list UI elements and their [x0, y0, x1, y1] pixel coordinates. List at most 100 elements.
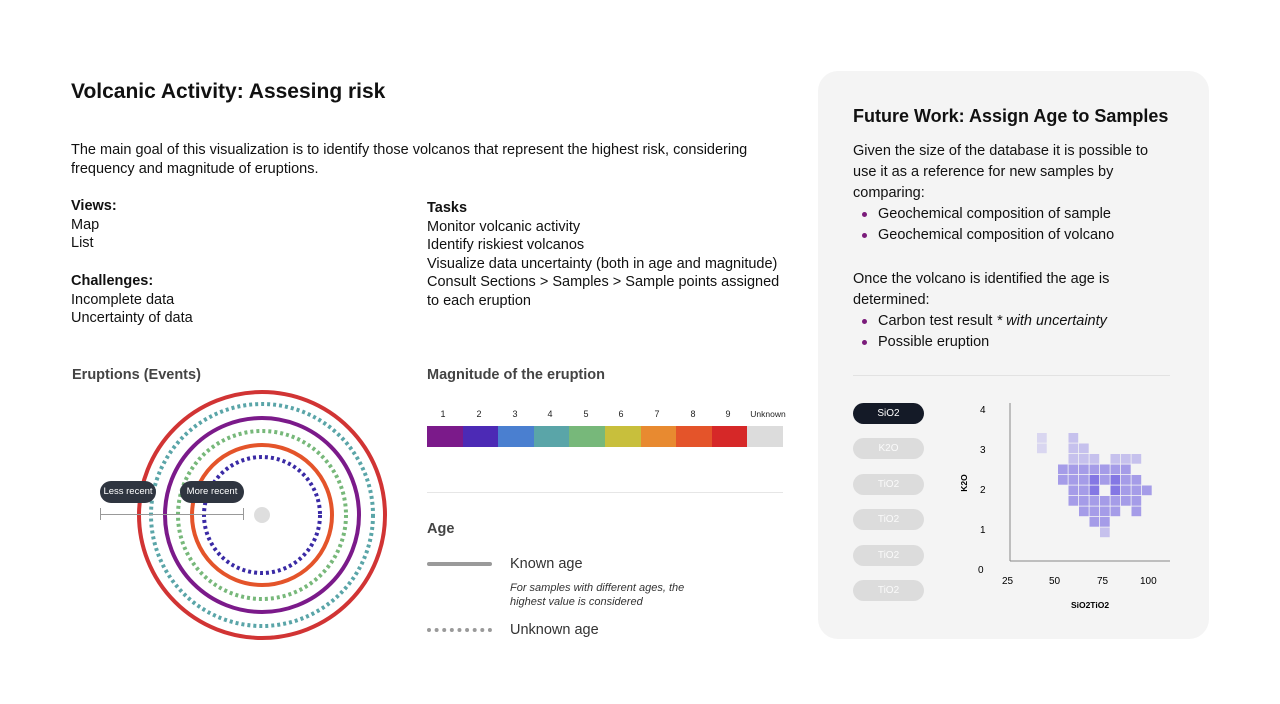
magnitude-swatch: [747, 426, 783, 447]
heatmap-cell: [1110, 485, 1121, 496]
heatmap-cell: [1037, 443, 1047, 454]
magnitude-swatch: [569, 426, 605, 447]
challenges-heading: Challenges:: [71, 273, 154, 289]
heatmap-cell: [1100, 496, 1110, 506]
magnitude-label: Magnitude of the eruption: [427, 367, 606, 383]
magnitude-swatch: [462, 426, 499, 447]
magnitude-swatch: [711, 426, 748, 447]
heatmap-cell: [1089, 517, 1100, 527]
heatmap-cell: [1068, 433, 1079, 443]
heatmap-cell: [1079, 475, 1089, 485]
future-work-para-2: Once the volcano is identified the age i…: [853, 271, 1110, 308]
known-age-label: Known age: [510, 556, 583, 572]
list-item: Geochemical composition of sample: [853, 204, 1173, 225]
heatmap-cell: [1121, 475, 1131, 485]
known-age-line-swatch: [427, 562, 492, 566]
challenges-section: Challenges: Incomplete data Uncertainty …: [71, 272, 193, 328]
intro-paragraph: The main goal of this visualization is t…: [71, 142, 748, 177]
divider: [427, 492, 783, 493]
tasks-item: Identify riskiest volcanos: [427, 237, 585, 253]
more-recent-label[interactable]: More recent: [180, 481, 244, 503]
magnitude-level: 4: [547, 409, 553, 419]
page-title: Volcanic Activity: Assesing risk: [71, 80, 386, 103]
heatmap-cell: [1079, 496, 1089, 506]
x-tick: 75: [1097, 576, 1109, 587]
heatmap-cell: [1079, 454, 1089, 464]
eruptions-label: Eruptions (Events): [72, 367, 201, 383]
y-tick: 4: [980, 405, 986, 416]
heatmap-cell: [1131, 475, 1142, 485]
heatmap-cell: [1110, 464, 1121, 475]
y-tick: 0: [978, 565, 984, 576]
heatmap-cell: [1131, 454, 1142, 464]
heatmap-cell: [1110, 475, 1121, 485]
views-section: Views: Map List: [71, 197, 117, 253]
heatmap-cell: [1068, 454, 1079, 464]
heatmap-cell: [1089, 454, 1100, 464]
recency-slider-track[interactable]: [100, 514, 244, 515]
tasks-item: Monitor volcanic activity: [427, 218, 581, 235]
heatmap-cell: [1089, 475, 1100, 485]
tab-tio2[interactable]: TiO2: [853, 509, 924, 530]
ring-teal-dotted: [149, 402, 375, 628]
heatmap-cell: [1131, 496, 1142, 506]
uncertainty-note: * with uncertainty: [992, 313, 1107, 329]
unknown-age-label: Unknown age: [510, 622, 599, 638]
magnitude-level: 7: [654, 409, 660, 419]
heatmap-cell: [1121, 464, 1131, 475]
future-work-panel: [818, 71, 1209, 639]
future-work-text-1: Given the size of the database it is pos…: [853, 141, 1173, 246]
heatmap-cell: [1100, 464, 1110, 475]
magnitude-level: 1: [440, 409, 446, 419]
tab-tio2[interactable]: TiO2: [853, 580, 924, 601]
less-recent-label[interactable]: Less recent: [100, 481, 156, 503]
heatmap-cell: [1079, 485, 1089, 496]
heatmap-cell: [1058, 464, 1068, 475]
x-tick: 50: [1049, 576, 1061, 587]
future-work-text-2: Once the volcano is identified the age i…: [853, 269, 1173, 353]
divider: [853, 375, 1170, 376]
heatmap-cell: [1068, 464, 1079, 475]
heatmap-cells: [1037, 433, 1152, 538]
magnitude-swatch: [498, 426, 534, 447]
heatmap-cell: [1131, 506, 1142, 517]
heatmap-cell: [1100, 475, 1110, 485]
y-tick: 1: [980, 525, 986, 536]
tab-tio2[interactable]: TiO2: [853, 474, 924, 495]
list-item: Carbon test result * with uncertainty: [853, 311, 1173, 332]
magnitude-level: 9: [725, 409, 731, 419]
x-tick: 100: [1140, 576, 1157, 587]
age-note: For samples with different ages, the hig…: [510, 582, 685, 608]
heatmap-cell: [1121, 496, 1131, 506]
heatmap-cell: [1110, 506, 1121, 517]
magnitude-level: 5: [583, 409, 589, 419]
challenges-item: Uncertainty of data: [71, 310, 193, 326]
magnitude-level: 6: [618, 409, 624, 419]
tab-sio2[interactable]: SiO2: [853, 403, 924, 424]
magnitude-level: 8: [690, 409, 696, 419]
comparison-list: Geochemical composition of sample Geoche…: [853, 204, 1173, 246]
views-item: Map: [71, 216, 100, 233]
future-work-para-1: Given the size of the database it is pos…: [853, 143, 1149, 201]
heatmap-cell: [1100, 517, 1110, 527]
heatmap-cell: [1058, 475, 1068, 485]
heatmap-cell: [1089, 496, 1100, 506]
y-tick: 2: [980, 485, 986, 496]
heatmap-cell: [1100, 527, 1110, 538]
heatmap-cell: [1079, 506, 1089, 517]
heatmap-cell: [1089, 464, 1100, 475]
heatmap-cell: [1131, 485, 1142, 496]
heatmap-cell: [1068, 443, 1079, 454]
magnitude-level: Unknown: [750, 409, 786, 419]
ring-orange: [190, 443, 334, 587]
tasks-item: Consult Sections > Samples > Sample poin…: [427, 274, 780, 309]
tab-k2o[interactable]: K2O: [853, 438, 924, 459]
tab-tio2[interactable]: TiO2: [853, 545, 924, 566]
heatmap-cell: [1037, 433, 1047, 443]
magnitude-swatch: [676, 426, 712, 447]
heatmap-cell: [1089, 485, 1100, 496]
views-heading: Views:: [71, 198, 117, 214]
heatmap-cell: [1089, 506, 1100, 517]
heatmap-cell: [1079, 443, 1089, 454]
slider-handle[interactable]: [254, 507, 270, 523]
